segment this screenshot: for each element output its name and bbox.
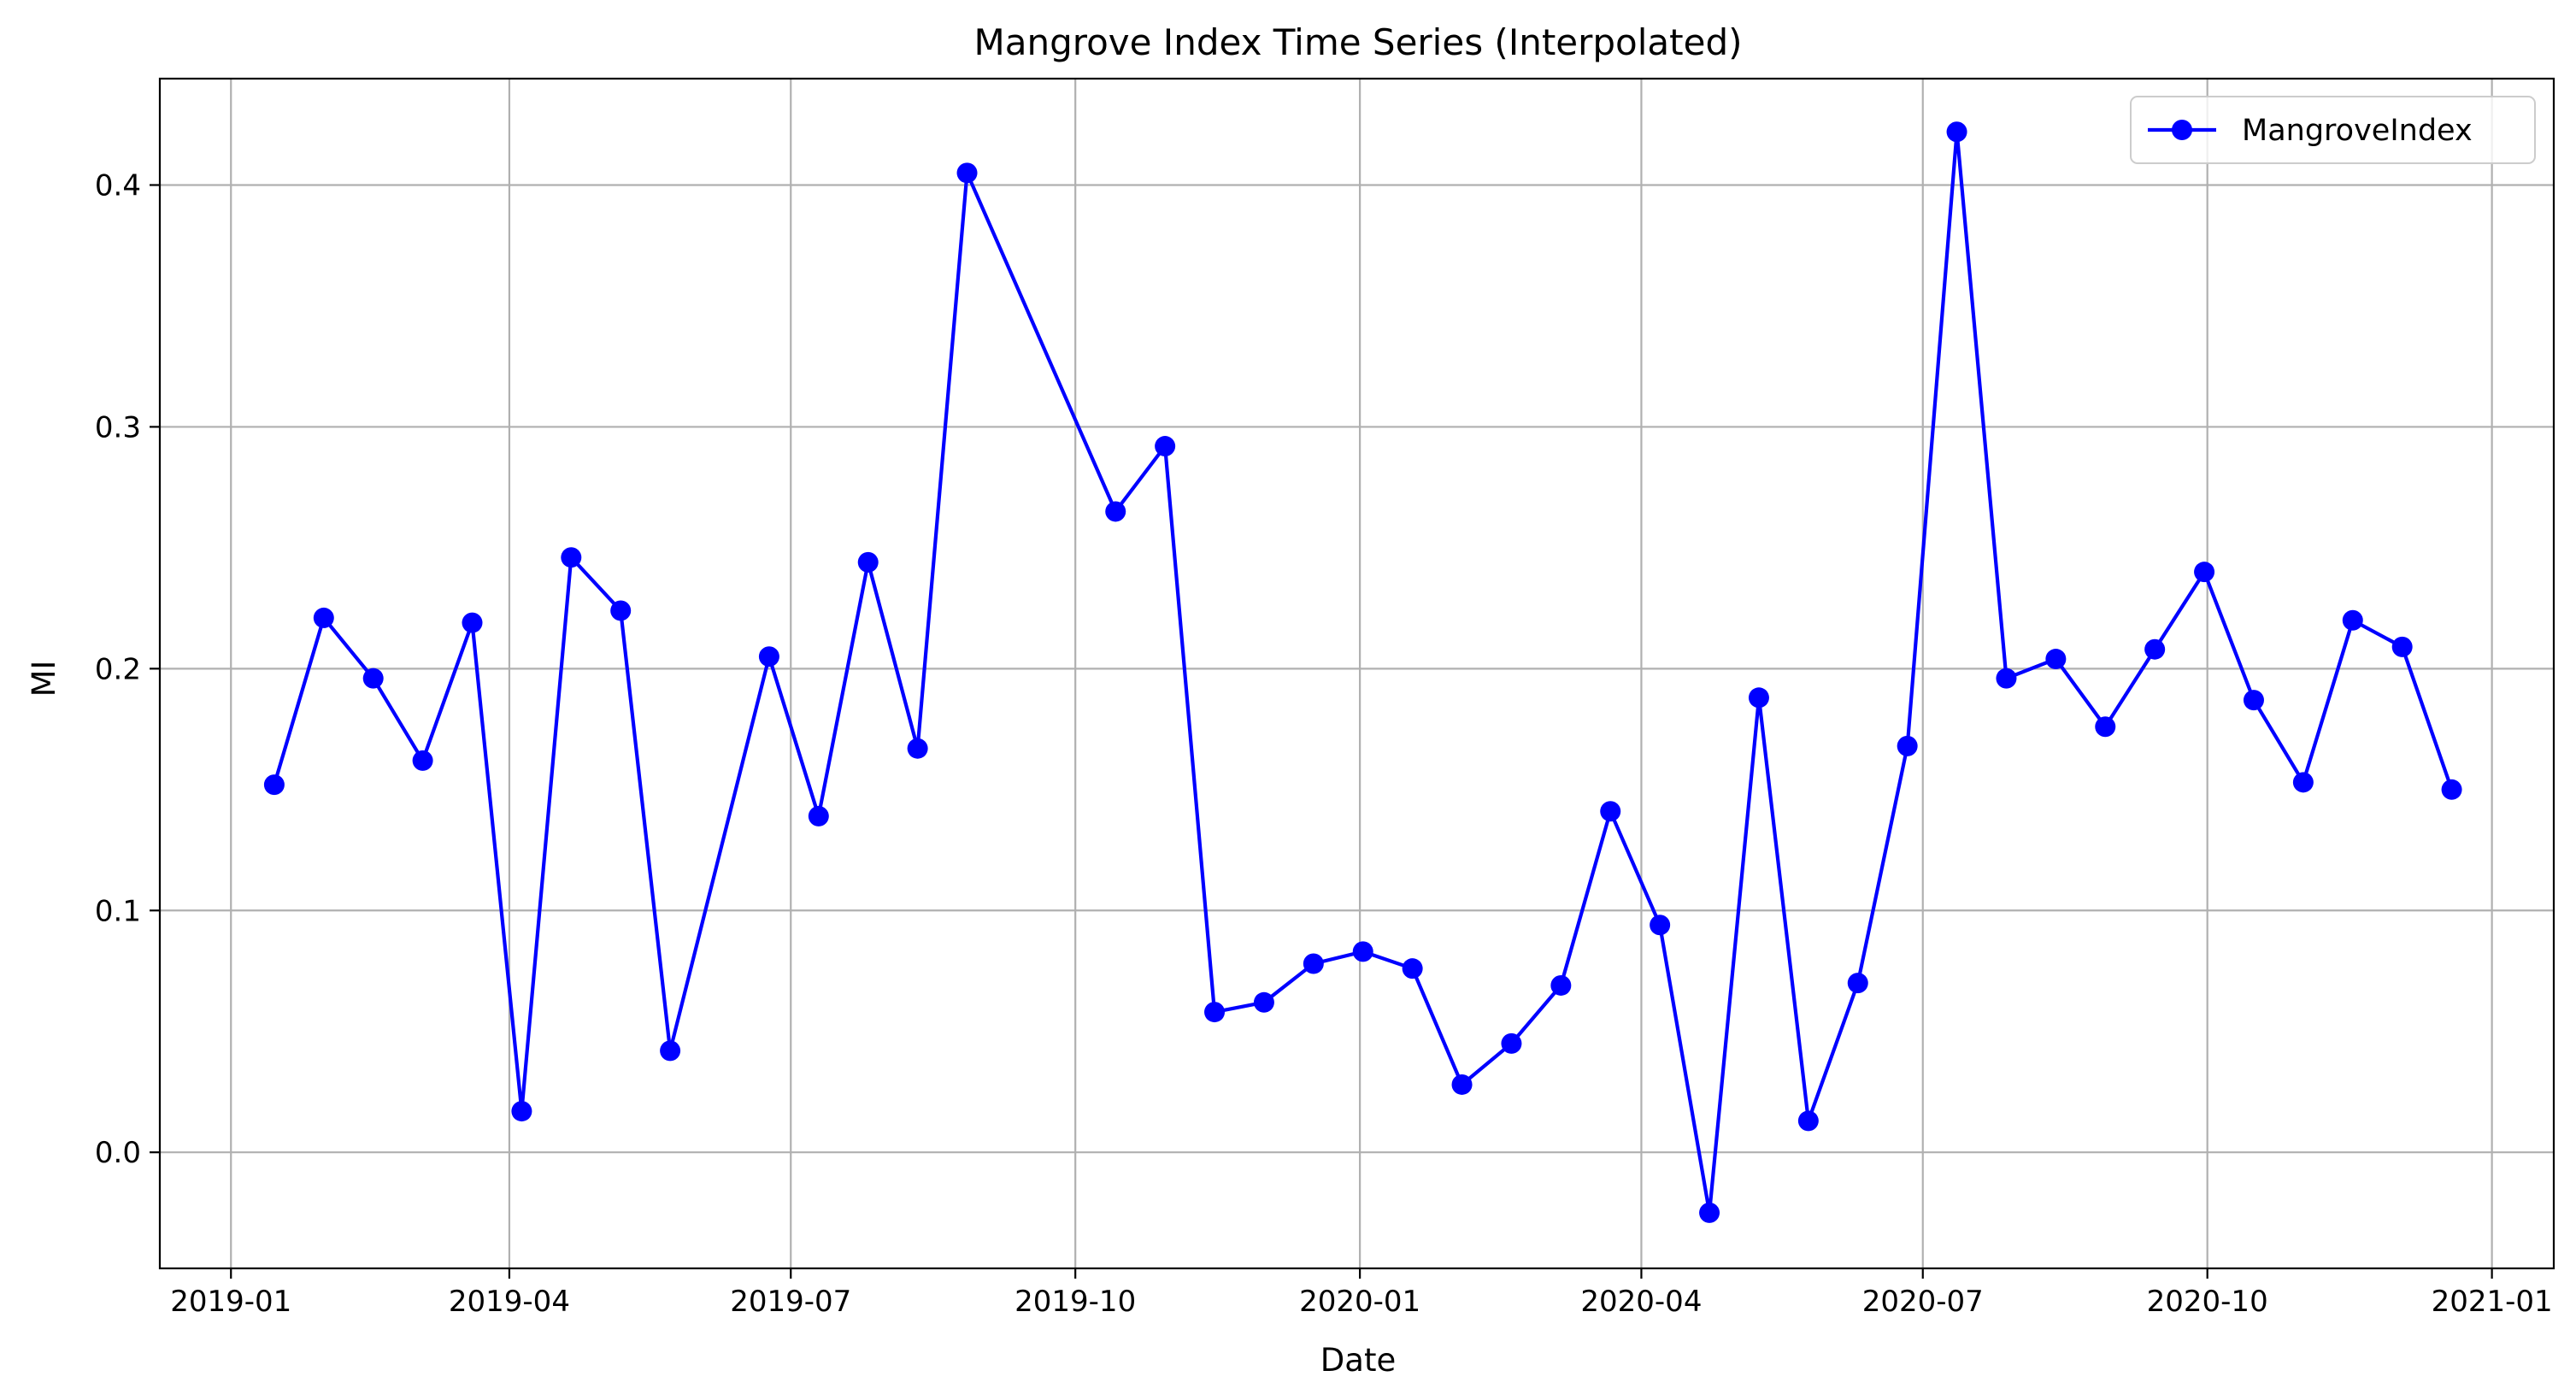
data-point-17 — [1253, 991, 1274, 1013]
data-point-22 — [1501, 1032, 1522, 1054]
x-tick-label-2: 2019-07 — [730, 1285, 851, 1319]
data-point-1 — [313, 607, 334, 628]
x-tick-label-0: 2019-01 — [170, 1285, 291, 1319]
data-point-2 — [362, 668, 384, 689]
data-point-8 — [660, 1040, 681, 1062]
data-point-28 — [1797, 1110, 1819, 1132]
data-point-37 — [2243, 690, 2264, 711]
data-point-20 — [1402, 958, 1423, 979]
data-point-33 — [2045, 649, 2067, 670]
x-tick-label-5: 2020-04 — [1580, 1285, 1702, 1319]
data-point-6 — [561, 547, 582, 568]
legend-marker-swatch — [2172, 120, 2192, 140]
data-point-40 — [2391, 636, 2413, 657]
data-point-3 — [412, 750, 433, 771]
y-tick-label-2: 0.2 — [95, 652, 141, 686]
series-line-0 — [272, 130, 2454, 1215]
series-mangrove-index — [263, 121, 2462, 1223]
data-point-19 — [1352, 941, 1373, 962]
legend-label: MangroveIndex — [2242, 114, 2473, 148]
x-tick-label-3: 2019-10 — [1015, 1285, 1136, 1319]
legend-box — [2130, 96, 2536, 164]
data-point-12 — [907, 738, 928, 759]
data-point-26 — [1699, 1202, 1720, 1223]
data-point-9 — [758, 646, 779, 668]
data-point-32 — [1996, 668, 2017, 689]
gridlines — [160, 79, 2554, 1268]
y-axis-label: MI — [26, 661, 62, 697]
data-point-0 — [263, 774, 285, 796]
data-point-36 — [2194, 562, 2215, 583]
x-tick-label-7: 2020-10 — [2147, 1285, 2268, 1319]
chart-title: Mangrove Index Time Series (Interpolated… — [973, 21, 1742, 63]
x-tick-label-8: 2021-01 — [2432, 1285, 2553, 1319]
data-point-4 — [462, 612, 483, 633]
data-point-24 — [1600, 801, 1621, 822]
y-tick-label-1: 0.1 — [95, 894, 141, 928]
data-point-39 — [2342, 609, 2363, 631]
data-point-21 — [1451, 1074, 1473, 1095]
axes: 2019-01 2019-04 2019-07 2019-10 2020-01 2020-… — [95, 77, 2555, 1319]
data-point-25 — [1650, 915, 1671, 936]
data-point-30 — [1897, 735, 1918, 756]
data-point-13 — [956, 162, 978, 184]
data-point-41 — [2441, 779, 2462, 800]
data-point-35 — [2144, 638, 2166, 660]
data-point-38 — [2292, 772, 2314, 793]
x-tick-label-6: 2020-07 — [1862, 1285, 1984, 1319]
data-point-27 — [1748, 687, 1769, 709]
x-axis-label: Date — [1320, 1342, 1396, 1379]
legend: MangroveIndex — [2130, 96, 2536, 164]
data-point-15 — [1155, 436, 1176, 457]
data-point-14 — [1105, 501, 1126, 522]
data-point-23 — [1550, 974, 1572, 996]
x-tick-label-1: 2019-04 — [449, 1285, 570, 1319]
data-point-11 — [857, 551, 879, 573]
plot-frame — [158, 77, 2555, 1270]
data-point-34 — [2095, 716, 2116, 738]
y-tick-label-4: 0.4 — [95, 168, 141, 203]
y-tick-label-3: 0.3 — [95, 410, 141, 444]
x-tick-label-4: 2020-01 — [1299, 1285, 1420, 1319]
y-tick-label-0: 0.0 — [95, 1136, 141, 1170]
data-point-31 — [1946, 121, 1967, 143]
data-point-18 — [1303, 953, 1324, 974]
data-point-29 — [1847, 973, 1868, 994]
data-point-10 — [808, 805, 829, 826]
data-point-16 — [1204, 1002, 1226, 1023]
data-point-7 — [610, 600, 632, 621]
data-point-5 — [511, 1101, 532, 1122]
